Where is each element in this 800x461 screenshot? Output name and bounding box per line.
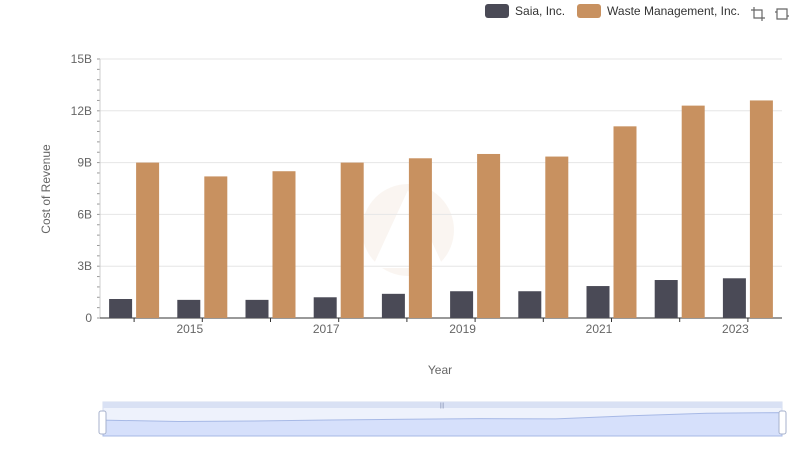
bar-saia-2023[interactable] — [722, 278, 746, 318]
y-tick-label-2: 6B — [77, 207, 92, 221]
bar-waste-management-2016[interactable] — [272, 171, 296, 318]
bar-saia-2018[interactable] — [381, 293, 405, 318]
crop-zoom-icon[interactable] — [750, 6, 766, 22]
bar-saia-2019[interactable] — [450, 291, 474, 318]
x-tick-label-2019: 2019 — [449, 322, 476, 336]
x-tick-label-2023: 2023 — [722, 322, 749, 336]
bar-saia-2022[interactable] — [654, 280, 678, 318]
watermark-logo — [362, 184, 454, 276]
zoom-grip-icon[interactable]: ||| — [440, 403, 445, 409]
bar-saia-2021[interactable] — [586, 286, 610, 318]
bar-waste-management-2020[interactable] — [545, 156, 569, 318]
legend-label-saia: Saia, Inc. — [515, 4, 566, 18]
bar-waste-management-2018[interactable] — [408, 158, 432, 318]
bar-waste-management-2017[interactable] — [340, 162, 364, 318]
x-axis-title: Year — [428, 363, 452, 377]
bars — [109, 100, 773, 319]
bar-saia-2020[interactable] — [518, 291, 542, 318]
bar-saia-2014[interactable] — [109, 299, 133, 318]
bar-waste-management-2014[interactable] — [136, 162, 160, 318]
x-tick-label-2015: 2015 — [176, 322, 203, 336]
y-axis-title: Cost of Revenue — [39, 144, 53, 234]
legend-swatch-saia — [485, 4, 510, 18]
zoom-handle-left[interactable] — [98, 410, 107, 435]
y-tick-label-4: 12B — [71, 104, 92, 118]
legend-swatch-waste-management — [577, 4, 602, 18]
y-axis: 0 3B 6B 9B 12B 15B — [71, 52, 101, 325]
restore-zoom-icon[interactable] — [774, 6, 790, 22]
zoom-handle-right[interactable] — [778, 410, 787, 435]
y-tick-label-0: 0 — [85, 311, 92, 325]
bar-waste-management-2023[interactable] — [749, 100, 773, 318]
bar-waste-management-2015[interactable] — [204, 176, 228, 318]
bar-saia-2016[interactable] — [245, 299, 269, 318]
legend-item-waste-management[interactable]: Waste Management, Inc. — [577, 4, 740, 18]
data-zoom-slider[interactable]: ||| — [98, 401, 787, 437]
x-tick-label-2017: 2017 — [313, 322, 340, 336]
legend: Saia, Inc. Waste Management, Inc. — [485, 4, 740, 18]
x-axis: 2015 2017 2019 2021 2023 — [100, 317, 782, 336]
bar-waste-management-2022[interactable] — [681, 105, 705, 319]
y-tick-label-1: 3B — [77, 259, 92, 273]
x-tick-label-2021: 2021 — [586, 322, 613, 336]
bar-saia-2017[interactable] — [313, 297, 337, 318]
zoom-top-bar[interactable] — [103, 402, 782, 408]
y-tick-label-3: 9B — [77, 156, 92, 170]
legend-item-saia[interactable]: Saia, Inc. — [485, 4, 565, 18]
y-tick-label-5: 15B — [71, 52, 92, 66]
legend-label-waste-management: Waste Management, Inc. — [607, 4, 740, 18]
bar-waste-management-2021[interactable] — [613, 126, 637, 318]
chart-toolbar — [750, 6, 790, 22]
bar-waste-management-2019[interactable] — [477, 153, 501, 318]
bar-saia-2015[interactable] — [177, 299, 201, 318]
